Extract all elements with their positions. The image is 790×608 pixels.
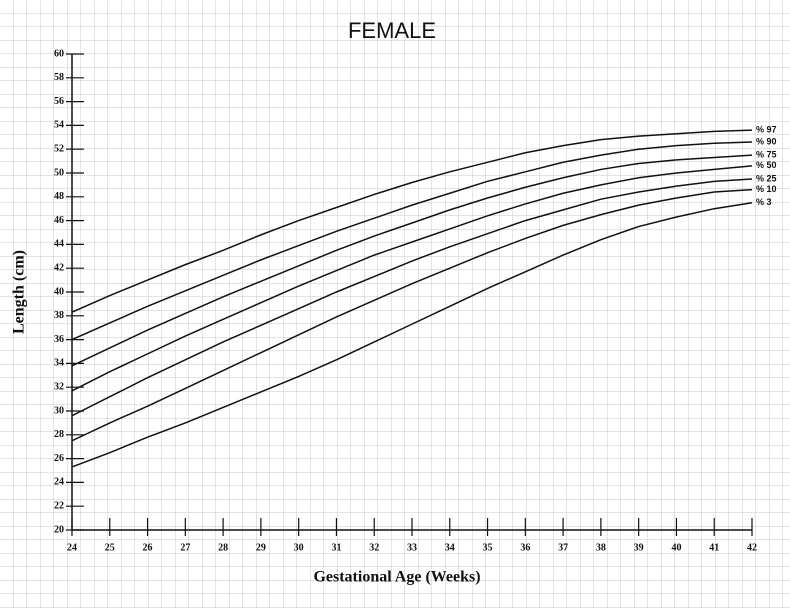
y-tick-label: 20 — [54, 524, 64, 535]
y-tick-label: 34 — [54, 358, 64, 369]
y-tick-label: 40 — [54, 286, 64, 297]
x-tick-label: 35 — [483, 542, 493, 553]
x-axis-label: Gestational Age (Weeks) — [313, 569, 480, 586]
legend-label: % 10 — [756, 184, 777, 194]
legend-label: % 50 — [756, 160, 777, 170]
legend-label: % 75 — [756, 150, 777, 160]
x-tick-label: 32 — [369, 542, 379, 553]
y-tick-label: 44 — [54, 239, 64, 250]
x-tick-label: 29 — [256, 542, 266, 553]
y-tick-label: 42 — [54, 262, 64, 273]
x-tick-label: 31 — [331, 542, 341, 553]
x-tick-label: 27 — [180, 542, 190, 553]
y-tick-label: 28 — [54, 429, 64, 440]
x-tick-label: 36 — [520, 542, 530, 553]
y-tick-label: 56 — [54, 96, 64, 107]
y-tick-label: 52 — [54, 143, 64, 154]
y-tick-label: 58 — [54, 72, 64, 83]
y-tick-label: 24 — [54, 477, 64, 488]
y-tick-label: 26 — [54, 453, 64, 464]
y-tick-label: 46 — [54, 215, 64, 226]
series-line — [71, 129, 753, 313]
y-tick-label: 22 — [54, 500, 64, 511]
legend-label: % 25 — [756, 173, 777, 183]
x-tick-label: 34 — [445, 542, 455, 553]
x-tick-label: 33 — [407, 542, 417, 553]
legend-label: % 90 — [756, 136, 777, 146]
y-tick-label: 54 — [54, 120, 64, 131]
x-tick-label: 40 — [671, 542, 681, 553]
legend-label: % 3 — [756, 197, 772, 207]
series-line — [71, 178, 753, 417]
legend-label: % 97 — [756, 125, 777, 135]
series-line — [71, 188, 753, 442]
y-tick-label: 32 — [54, 381, 64, 392]
y-tick-label: 36 — [54, 334, 64, 345]
y-tick-label: 50 — [54, 167, 64, 178]
chart-title: FEMALE — [348, 18, 436, 43]
y-tick-label: 30 — [54, 405, 64, 416]
y-tick-label: 60 — [54, 48, 64, 59]
x-tick-label: 28 — [218, 542, 228, 553]
y-tick-label: 48 — [54, 191, 64, 202]
series-line — [71, 154, 753, 367]
series-line — [71, 165, 753, 392]
y-tick-label: 38 — [54, 310, 64, 321]
x-tick-label: 26 — [143, 542, 153, 553]
x-tick-label: 25 — [105, 542, 115, 553]
x-tick-label: 24 — [67, 542, 77, 553]
series-line — [71, 141, 753, 341]
x-tick-label: 41 — [709, 542, 719, 553]
x-tick-label: 30 — [294, 542, 304, 553]
x-tick-label: 42 — [747, 542, 757, 553]
y-axis-label: Length (cm) — [11, 250, 28, 334]
x-tick-label: 37 — [558, 542, 568, 553]
x-tick-label: 38 — [596, 542, 606, 553]
series-line — [71, 202, 753, 468]
x-tick-label: 39 — [634, 542, 644, 553]
